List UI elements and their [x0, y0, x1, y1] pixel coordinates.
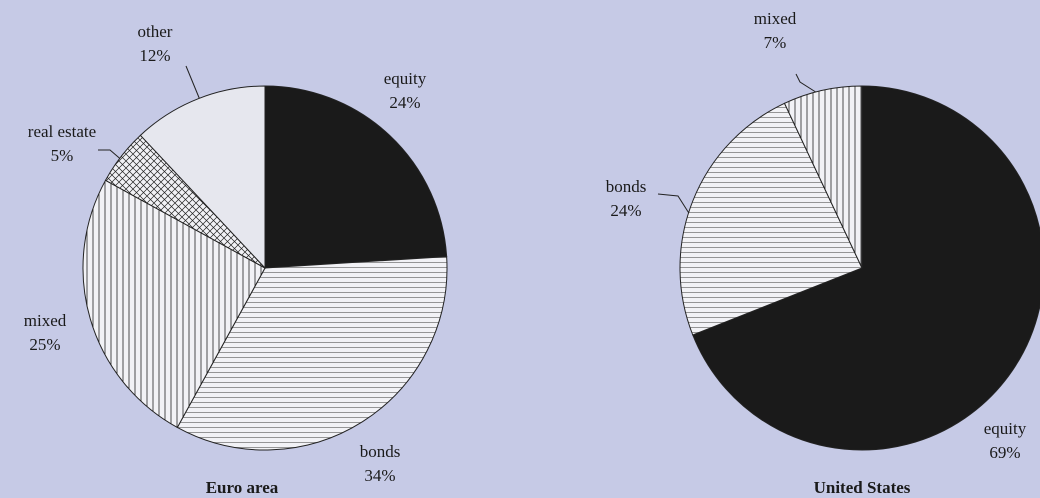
slice-value-label: 12%: [139, 46, 170, 65]
leader-line: [185, 65, 201, 101]
slice-label: equity: [984, 419, 1027, 438]
pie-slice: [783, 85, 863, 269]
slice-label: mixed: [754, 9, 797, 28]
slice-label: real estate: [28, 122, 96, 141]
slice-label: bonds: [360, 442, 401, 461]
pie-slice: [82, 179, 266, 429]
slice-label: other: [138, 22, 173, 41]
pie-slice: [139, 85, 266, 270]
leader-line: [98, 149, 125, 163]
slice-label: equity: [384, 69, 427, 88]
pie-slice: [692, 85, 1040, 451]
slice-value-label: 69%: [989, 443, 1020, 462]
leader-lines: [98, 65, 823, 219]
pie-slice: [679, 102, 863, 336]
slice-value-label: 34%: [364, 466, 395, 485]
slice-value-label: 7%: [764, 33, 787, 52]
chart-title: Euro area: [206, 478, 279, 497]
slice-value-label: 5%: [51, 146, 74, 165]
leader-line: [795, 73, 823, 97]
slice-value-label: 24%: [389, 93, 420, 112]
pie-slice: [264, 85, 448, 269]
leader-line: [657, 193, 693, 219]
slice-value-label: 25%: [29, 335, 60, 354]
slice-label: bonds: [606, 177, 647, 196]
chart-title: United States: [814, 478, 911, 497]
slice-value-label: 24%: [610, 201, 641, 220]
slice-label: mixed: [24, 311, 67, 330]
